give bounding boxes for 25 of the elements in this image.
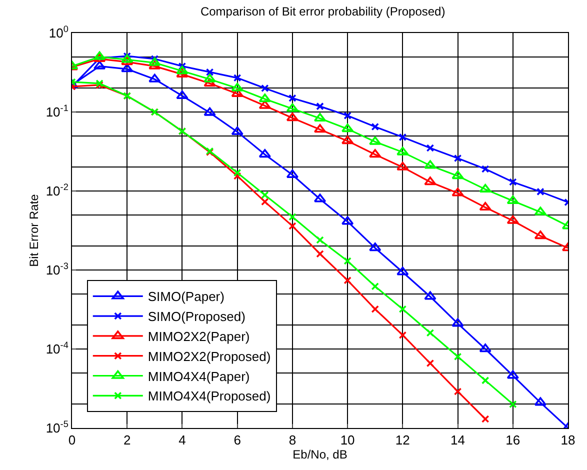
x-tick-label: 12 xyxy=(395,432,410,448)
legend-label: MIMO4X4(Proposed) xyxy=(148,388,271,404)
legend-label: SIMO(Proposed) xyxy=(148,309,246,324)
x-tick-label: 18 xyxy=(560,432,576,448)
y-tick-label: 10$^{0}$ xyxy=(48,24,68,41)
chart-title: Comparison of Bit error probability (Proposed) xyxy=(200,4,446,18)
x-axis-title: Eb/No, dB xyxy=(292,448,348,462)
y-tick-label: 10$^{-3}$ xyxy=(46,261,68,278)
x-tick-label: 14 xyxy=(450,432,466,448)
x-tick-label: 6 xyxy=(234,432,241,448)
y-tick-label: 10$^{-2}$ xyxy=(46,182,68,199)
y-tick-label: 10$^{-4}$ xyxy=(46,340,68,357)
x-tick-label: 0 xyxy=(68,432,76,448)
legend-label: SIMO(Paper) xyxy=(148,289,224,304)
legend-label: MIMO2X2(Paper) xyxy=(148,329,250,344)
x-tick-label: 2 xyxy=(123,432,131,448)
y-tick-label: 10$^{-1}$ xyxy=(46,103,68,120)
x-tick-label: 16 xyxy=(506,432,520,448)
y-tick-label: 10$^{-5}$ xyxy=(46,419,68,436)
x-tick-label: 8 xyxy=(288,432,296,448)
legend-label: MIMO4X4(Paper) xyxy=(148,368,250,384)
x-tick-label: 10 xyxy=(340,432,355,448)
x-tick-label: 4 xyxy=(178,432,186,448)
y-axis-title: Bit Error Rate xyxy=(27,194,42,267)
legend-label: MIMO2X2(Proposed) xyxy=(148,348,271,364)
